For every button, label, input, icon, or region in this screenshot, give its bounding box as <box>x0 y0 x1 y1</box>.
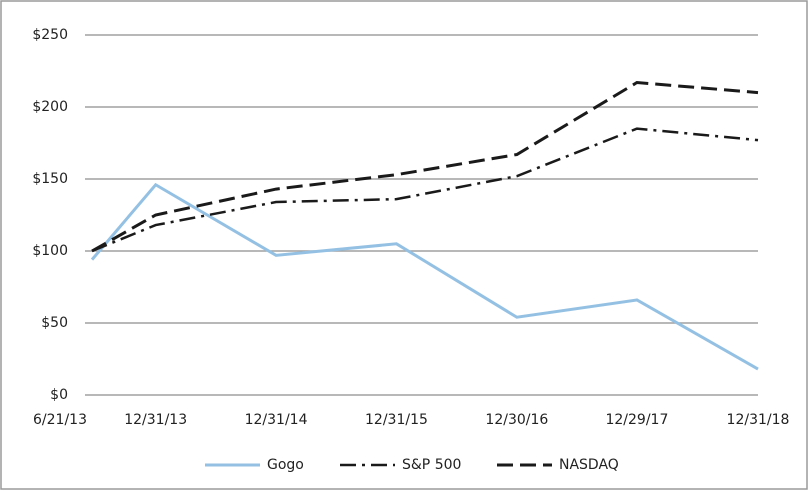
y-tick-label: $250 <box>32 27 68 43</box>
series-line <box>91 127 759 253</box>
x-tick-label: 12/31/14 <box>245 412 308 428</box>
legend-label: Gogo <box>267 457 304 473</box>
y-tick-label: $200 <box>32 99 68 115</box>
legend-label: S&P 500 <box>402 457 461 473</box>
y-tick-label: $150 <box>32 171 68 187</box>
y-tick-label: $100 <box>32 243 68 259</box>
series-line <box>91 80 759 253</box>
x-tick-label: 12/29/17 <box>605 412 668 428</box>
series-line <box>90 182 759 371</box>
x-tick-label: 12/31/18 <box>727 412 790 428</box>
x-tick-label: 6/21/13 <box>33 412 87 428</box>
x-tick-label: 12/31/13 <box>124 412 187 428</box>
x-tick-label: 12/30/16 <box>485 412 548 428</box>
y-tick-label: $50 <box>41 315 68 331</box>
legend-label: NASDAQ <box>559 457 619 473</box>
y-tick-label: $0 <box>50 387 68 403</box>
x-tick-label: 12/31/15 <box>365 412 428 428</box>
